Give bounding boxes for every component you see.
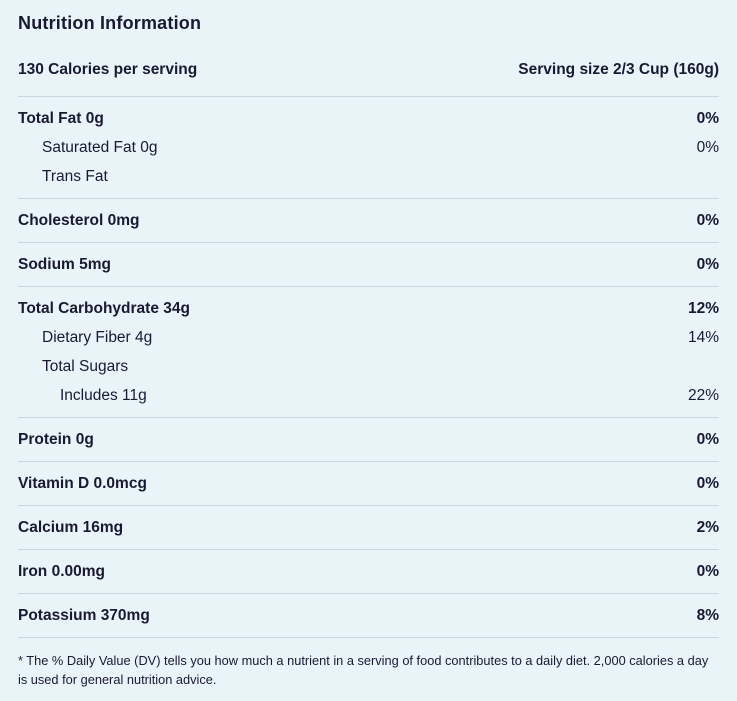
nutrient-label: Iron 0.00mg bbox=[18, 563, 105, 580]
daily-value-percent: 0% bbox=[696, 139, 719, 156]
daily-value-percent: 0% bbox=[696, 212, 719, 229]
calories-per-serving: 130 Calories per serving bbox=[18, 61, 198, 78]
daily-value-percent: 8% bbox=[696, 607, 719, 624]
nutrient-label: Sodium 5mg bbox=[18, 256, 112, 273]
nutrient-row-vitamin-d: Vitamin D 0.0mcg 0% bbox=[18, 469, 719, 498]
daily-value-percent: 12% bbox=[687, 300, 719, 317]
serving-header: 130 Calories per serving Serving size 2/… bbox=[18, 61, 719, 96]
iron-section: Iron 0.00mg 0% bbox=[18, 549, 719, 593]
daily-value-percent: 0% bbox=[696, 431, 719, 448]
daily-value-percent: 14% bbox=[687, 329, 719, 346]
nutrient-label: Dietary Fiber 4g bbox=[42, 329, 153, 346]
nutrient-label: Total Carbohydrate 34g bbox=[18, 300, 190, 317]
nutrient-label: Protein 0g bbox=[18, 431, 94, 448]
vitamin-d-section: Vitamin D 0.0mcg 0% bbox=[18, 461, 719, 505]
nutrient-row-total-sugars: Total Sugars bbox=[18, 352, 719, 381]
nutrient-label: Saturated Fat 0g bbox=[42, 139, 158, 156]
nutrient-label: Cholesterol 0mg bbox=[18, 212, 140, 229]
nutrient-label: Calcium 16mg bbox=[18, 519, 124, 536]
daily-value-percent: 0% bbox=[696, 110, 719, 127]
nutrient-row-calcium: Calcium 16mg 2% bbox=[18, 513, 719, 542]
daily-value-footnote: * The % Daily Value (DV) tells you how m… bbox=[18, 653, 709, 687]
nutrient-row-protein: Protein 0g 0% bbox=[18, 425, 719, 454]
cholesterol-section: Cholesterol 0mg 0% bbox=[18, 198, 719, 242]
sodium-section: Sodium 5mg 0% bbox=[18, 242, 719, 286]
nutrient-row-saturated-fat: Saturated Fat 0g 0% bbox=[18, 133, 719, 162]
nutrient-row-trans-fat: Trans Fat bbox=[18, 162, 719, 191]
serving-size: Serving size 2/3 Cup (160g) bbox=[518, 61, 719, 78]
daily-value-percent: 0% bbox=[696, 475, 719, 492]
nutrient-label: Vitamin D 0.0mcg bbox=[18, 475, 147, 492]
nutrient-row-sodium: Sodium 5mg 0% bbox=[18, 250, 719, 279]
nutrient-row-potassium: Potassium 370mg 8% bbox=[18, 601, 719, 630]
nutrient-label: Trans Fat bbox=[42, 168, 108, 185]
daily-value-percent: 22% bbox=[687, 387, 719, 404]
nutrient-label: Includes 11g bbox=[60, 387, 147, 404]
nutrient-label: Total Sugars bbox=[42, 358, 129, 375]
daily-value-percent: 0% bbox=[696, 256, 719, 273]
daily-value-percent: 0% bbox=[696, 563, 719, 580]
protein-section: Protein 0g 0% bbox=[18, 417, 719, 461]
potassium-section: Potassium 370mg 8% bbox=[18, 593, 719, 638]
panel-title: Nutrition Information bbox=[18, 13, 202, 33]
nutrient-row-cholesterol: Cholesterol 0mg 0% bbox=[18, 206, 719, 235]
nutrient-row-total-carbohydrate: Total Carbohydrate 34g 12% bbox=[18, 294, 719, 323]
nutrient-row-total-fat: Total Fat 0g 0% bbox=[18, 104, 719, 133]
calcium-section: Calcium 16mg 2% bbox=[18, 505, 719, 549]
nutrient-label: Potassium 370mg bbox=[18, 607, 150, 624]
nutrient-row-added-sugars: Includes 11g 22% bbox=[18, 381, 719, 410]
nutrient-label: Total Fat 0g bbox=[18, 110, 104, 127]
daily-value-percent: 2% bbox=[696, 519, 719, 536]
carbohydrate-section: Total Carbohydrate 34g 12% Dietary Fiber… bbox=[18, 286, 719, 417]
fat-section: Total Fat 0g 0% Saturated Fat 0g 0% Tran… bbox=[18, 96, 719, 198]
nutrient-row-iron: Iron 0.00mg 0% bbox=[18, 557, 719, 586]
nutrient-row-dietary-fiber: Dietary Fiber 4g 14% bbox=[18, 323, 719, 352]
